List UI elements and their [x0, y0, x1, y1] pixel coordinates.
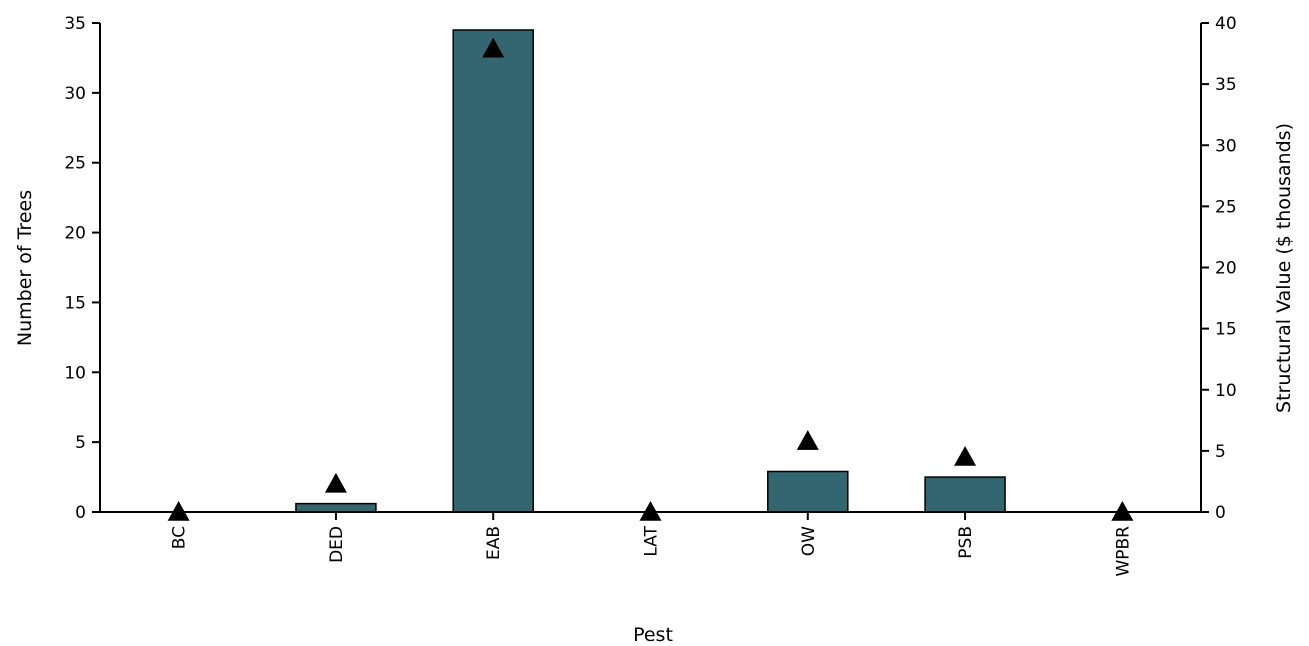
y-tick-label: 10	[64, 363, 86, 383]
x-tick-label: DED	[327, 526, 347, 563]
bar-ded	[296, 504, 376, 512]
y2-tick-label: 30	[1215, 136, 1237, 156]
y2-tick-label: 40	[1215, 14, 1237, 34]
x-tick-label: WPBR	[1113, 526, 1133, 577]
x-tick-label: LAT	[642, 525, 662, 556]
marker-ow	[797, 430, 819, 450]
x-tick-label: OW	[799, 526, 819, 556]
y2-axis-title: Structural Value ($ thousands)	[1273, 123, 1295, 413]
bar-eab	[453, 30, 533, 512]
x-tick-label: BC	[170, 526, 190, 549]
y-tick-label: 35	[64, 14, 86, 34]
y-tick-label: 15	[64, 293, 86, 313]
y-ticks-left: 0 5 10 15 20 25 30 35	[64, 14, 100, 523]
x-tick-label: PSB	[956, 526, 976, 559]
y2-tick-label: 25	[1215, 197, 1237, 217]
bar-ow	[768, 471, 848, 512]
y2-tick-label: 5	[1215, 442, 1226, 462]
y-tick-label: 30	[64, 84, 86, 104]
bar-psb	[925, 477, 1005, 512]
y2-tick-label: 15	[1215, 320, 1237, 340]
y2-tick-label: 20	[1215, 259, 1237, 279]
marker-ded	[325, 473, 347, 493]
y2-tick-label: 35	[1215, 75, 1237, 95]
axes	[100, 23, 1201, 512]
x-tick-label: EAB	[484, 526, 504, 560]
bar-series	[296, 30, 1005, 512]
marker-series	[168, 38, 1134, 521]
y-ticks-right: 0 5 10 15 20 25 30 35 40	[1201, 14, 1237, 523]
x-ticks: BC DED EAB LAT OW PSB WPBR	[170, 512, 1134, 577]
y2-tick-label: 10	[1215, 381, 1237, 401]
y-tick-label: 5	[75, 433, 86, 453]
x-axis-title: Pest	[633, 624, 673, 646]
y-axis-title: Number of Trees	[14, 190, 36, 346]
y2-tick-label: 0	[1215, 503, 1226, 523]
marker-psb	[954, 446, 976, 466]
y-tick-label: 20	[64, 224, 86, 244]
y-tick-label: 25	[64, 154, 86, 174]
y-tick-label: 0	[75, 503, 86, 523]
